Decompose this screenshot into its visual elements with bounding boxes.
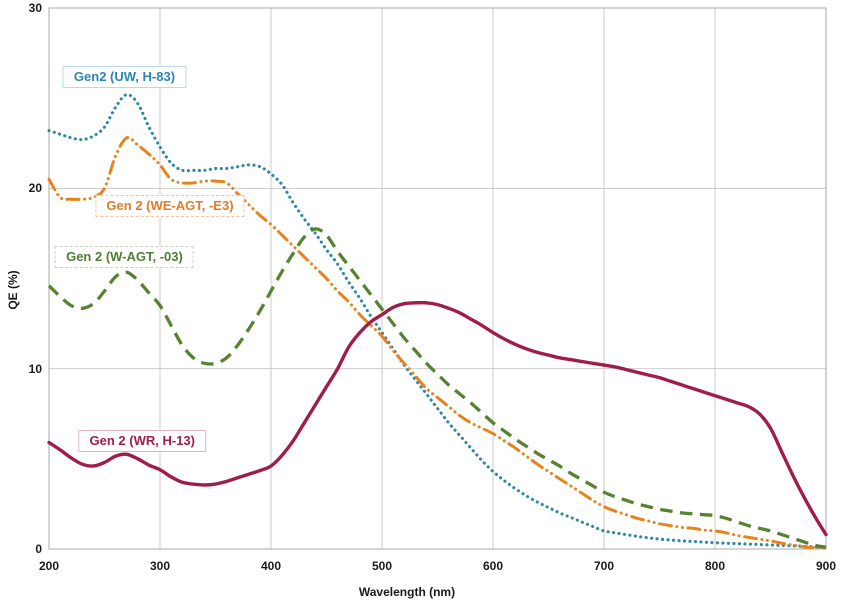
y-tick-30: 30: [28, 1, 42, 15]
series-line-1: [47, 136, 828, 550]
x-axis-title: Wavelength (nm): [358, 585, 456, 599]
plot-border: [48, 7, 827, 550]
x-tick-700: 700: [593, 559, 615, 573]
y-tick-20: 20: [28, 181, 42, 196]
series-label-0: Gen2 (UW, H-83): [62, 65, 187, 88]
series-line-2: [47, 227, 827, 549]
x-tick-800: 800: [704, 559, 726, 573]
series-line-3: [47, 300, 828, 537]
y-axis-title: QE (%): [6, 270, 20, 310]
y-tick-10: 10: [28, 361, 42, 376]
x-tick-400: 400: [260, 559, 282, 573]
x-tick-600: 600: [482, 559, 504, 573]
series-label-2: Gen 2 (W-AGT, -03): [55, 245, 194, 268]
x-tick-900: 900: [815, 559, 837, 573]
series-line-0: [47, 93, 828, 549]
y-tick-0: 0: [35, 542, 42, 556]
x-tick-300: 300: [149, 559, 171, 573]
series-label-3: Gen 2 (WR, H-13): [78, 429, 206, 452]
x-tick-200: 200: [38, 559, 60, 573]
series-label-1: Gen 2 (WE-AGT, -E3): [95, 195, 245, 218]
x-tick-500: 500: [371, 559, 393, 573]
